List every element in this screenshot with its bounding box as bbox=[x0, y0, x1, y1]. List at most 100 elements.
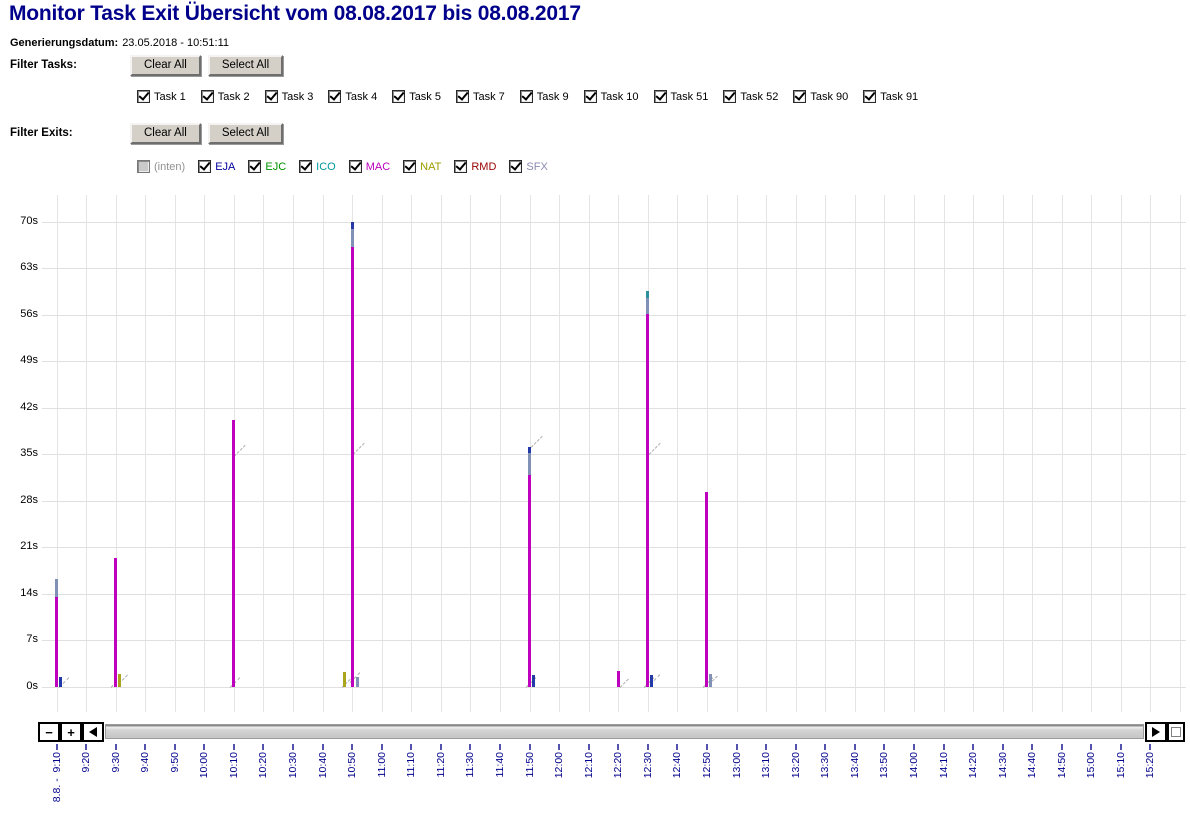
gridline-v bbox=[381, 195, 383, 712]
gridline-h bbox=[42, 314, 1186, 316]
checkbox[interactable] bbox=[583, 90, 597, 103]
scroll-right-button[interactable] bbox=[1145, 722, 1167, 742]
y-axis-label: 70s bbox=[20, 214, 38, 227]
x-axis-label: 13:00 bbox=[730, 752, 743, 779]
gridline-v bbox=[795, 195, 797, 712]
gridline-v bbox=[1180, 195, 1182, 712]
x-axis-label: 13:40 bbox=[848, 752, 861, 779]
checkbox[interactable] bbox=[392, 90, 406, 103]
task-checkbox-task-91[interactable]: Task 91 bbox=[863, 90, 918, 103]
exits-clear-all-button[interactable]: Clear All bbox=[130, 123, 201, 144]
task-checkbox-task-2[interactable]: Task 2 bbox=[200, 90, 250, 103]
gridline-v bbox=[559, 195, 561, 712]
exit-checkbox-ico[interactable]: ICO bbox=[299, 160, 336, 173]
checkbox[interactable] bbox=[653, 90, 667, 103]
checkbox[interactable] bbox=[200, 90, 214, 103]
task-checkbox-task-7[interactable]: Task 7 bbox=[455, 90, 505, 103]
scroll-left-button[interactable] bbox=[82, 722, 104, 742]
task-checkbox-task-52[interactable]: Task 52 bbox=[723, 90, 778, 103]
bar-mac bbox=[350, 246, 354, 687]
exit-checkbox-eja[interactable]: EJA bbox=[198, 160, 235, 173]
checkbox-label: Task 3 bbox=[281, 90, 314, 103]
checkbox[interactable] bbox=[509, 160, 523, 173]
x-axis-label: 12:00 bbox=[553, 752, 566, 779]
gridline-v bbox=[322, 195, 324, 712]
x-axis-tick bbox=[942, 744, 945, 750]
x-axis-label: 12:20 bbox=[612, 752, 625, 779]
x-axis-label: 11:50 bbox=[523, 752, 536, 778]
y-axis-label: 56s bbox=[20, 307, 38, 320]
checkbox[interactable] bbox=[264, 90, 278, 103]
x-axis-tick bbox=[292, 744, 295, 750]
task-checkbox-task-4[interactable]: Task 4 bbox=[328, 90, 377, 103]
task-checkbox-task-51[interactable]: Task 51 bbox=[653, 90, 708, 103]
bar-eja bbox=[650, 675, 654, 687]
scroll-reset-button[interactable] bbox=[1167, 722, 1185, 742]
tasks-clear-all-button[interactable]: Clear All bbox=[130, 55, 201, 76]
depth-mark bbox=[530, 435, 543, 448]
x-axis-tick bbox=[1001, 744, 1004, 750]
bar-mac bbox=[55, 597, 58, 687]
task-checkbox-task-90[interactable]: Task 90 bbox=[793, 90, 848, 103]
exit-checkbox-sfx[interactable]: SFX bbox=[509, 160, 548, 173]
scrollbar-track[interactable] bbox=[104, 722, 1145, 742]
checkbox[interactable] bbox=[348, 160, 362, 173]
x-axis-tick bbox=[262, 744, 265, 750]
checkbox[interactable] bbox=[137, 160, 150, 173]
x-axis-tick bbox=[55, 744, 58, 750]
checkbox[interactable] bbox=[455, 90, 469, 103]
exit-checkbox-nat[interactable]: NAT bbox=[403, 160, 441, 173]
task-checkbox-task-10[interactable]: Task 10 bbox=[583, 90, 639, 103]
gridline-v bbox=[1091, 195, 1093, 712]
checkbox-label: Task 90 bbox=[810, 90, 849, 103]
x-axis-label: 13:50 bbox=[878, 752, 891, 779]
checkbox[interactable] bbox=[793, 90, 807, 103]
checkbox[interactable] bbox=[454, 160, 468, 173]
x-axis-label: 14:30 bbox=[996, 752, 1009, 779]
x-axis-label: 10:50 bbox=[346, 752, 359, 779]
exit-checkbox-ejc[interactable]: EJC bbox=[248, 160, 286, 173]
checkbox[interactable] bbox=[863, 90, 877, 103]
x-axis-tick bbox=[912, 744, 915, 750]
gridline-v bbox=[293, 195, 295, 712]
x-axis-label: 13:20 bbox=[789, 752, 802, 779]
task-checkbox-task-3[interactable]: Task 3 bbox=[264, 90, 314, 103]
exit-checkbox-rmd[interactable]: RMD bbox=[454, 160, 496, 173]
x-axis-label: 13:10 bbox=[760, 752, 773, 779]
checkbox[interactable] bbox=[299, 160, 313, 173]
x-axis-label: 9:30 bbox=[109, 752, 122, 773]
checkbox-label: RMD bbox=[471, 160, 497, 173]
checkbox[interactable] bbox=[137, 90, 150, 103]
exits-select-all-button[interactable]: Select All bbox=[207, 123, 284, 144]
y-axis-label: 7s bbox=[26, 633, 38, 646]
checkbox[interactable] bbox=[328, 90, 342, 103]
y-axis-label: 21s bbox=[20, 540, 38, 553]
x-axis-tick bbox=[85, 744, 88, 750]
task-checkbox-task-5[interactable]: Task 5 bbox=[392, 90, 441, 103]
zoom-in-button[interactable]: + bbox=[60, 722, 82, 742]
x-axis-tick bbox=[794, 744, 797, 750]
checkbox-label: SFX bbox=[526, 160, 548, 173]
checkbox-label: Task 91 bbox=[880, 90, 919, 103]
tasks-select-all-button[interactable]: Select All bbox=[207, 55, 284, 76]
bar-eja bbox=[532, 675, 536, 687]
checkbox[interactable] bbox=[198, 160, 212, 173]
scrollbar-thumb[interactable] bbox=[105, 724, 1144, 739]
task-checkbox-task-1[interactable]: Task 1 bbox=[137, 90, 186, 103]
exit-checkbox-inten[interactable]: (inten) bbox=[137, 160, 185, 173]
bar-mac bbox=[232, 419, 236, 687]
checkbox[interactable] bbox=[723, 90, 737, 103]
checkbox-label: ICO bbox=[316, 160, 336, 173]
checkbox[interactable] bbox=[519, 90, 533, 103]
zoom-out-button[interactable]: − bbox=[38, 722, 60, 742]
x-axis-tick bbox=[439, 744, 442, 750]
checkbox-label: Task 5 bbox=[409, 90, 441, 103]
checkbox-label: Task 1 bbox=[154, 90, 186, 103]
left-arrow-icon bbox=[89, 727, 97, 737]
checkbox[interactable] bbox=[248, 160, 262, 173]
exit-checkbox-mac[interactable]: MAC bbox=[348, 160, 390, 173]
checkbox-label: EJA bbox=[215, 160, 236, 173]
checkbox[interactable] bbox=[403, 160, 417, 173]
task-checkbox-task-9[interactable]: Task 9 bbox=[519, 90, 569, 103]
